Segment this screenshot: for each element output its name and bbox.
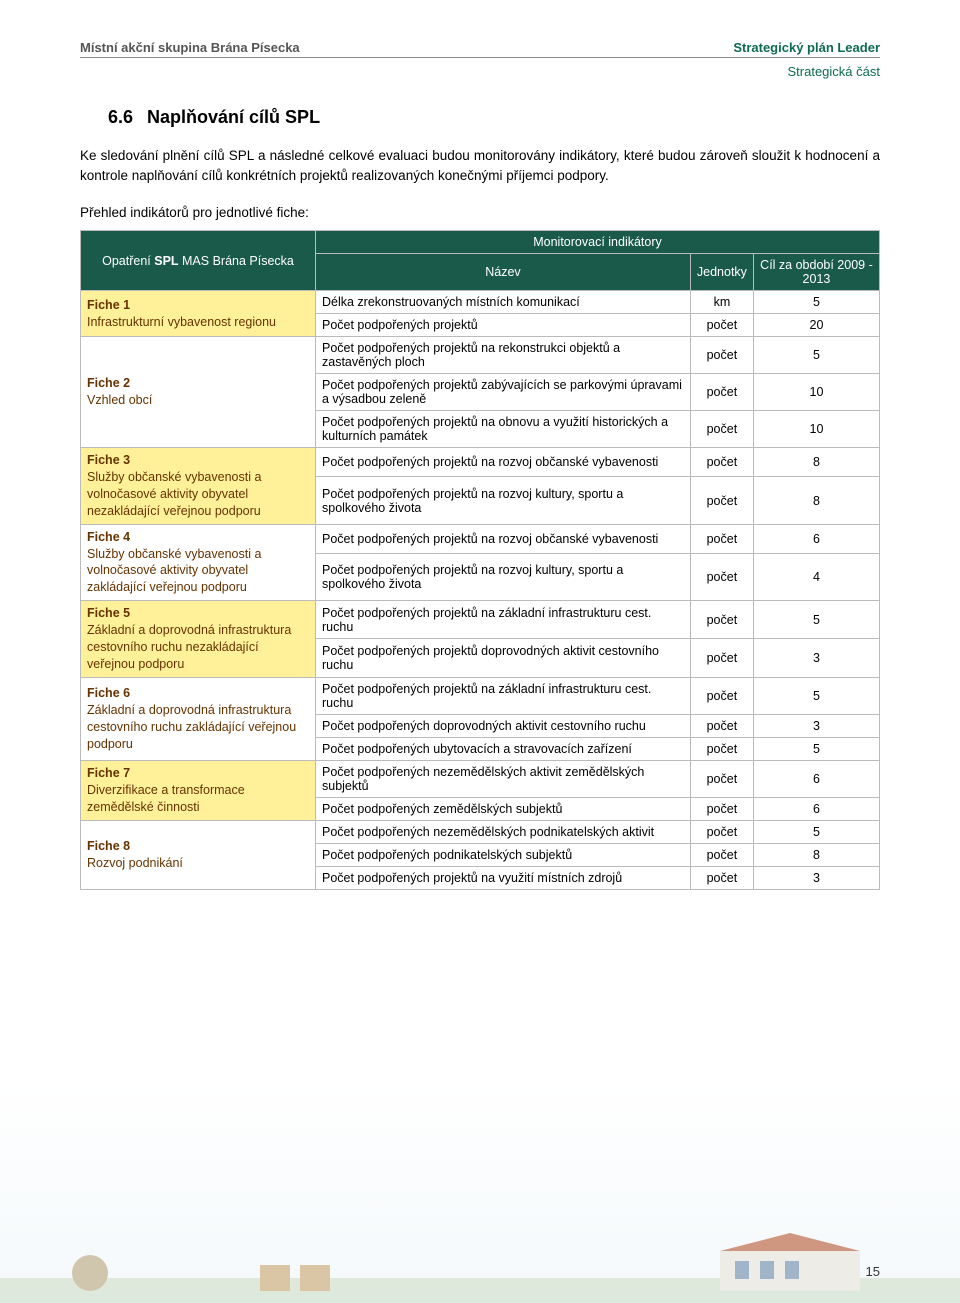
indicator-target: 8 <box>753 448 879 477</box>
indicator-target: 5 <box>753 337 879 374</box>
fiche-cell: Fiche 8Rozvoj podnikání <box>81 820 316 889</box>
table-row: Fiche 6Základní a doprovodná infrastrukt… <box>81 677 880 714</box>
indicator-name: Počet podpořených projektů na obnovu a v… <box>316 411 691 448</box>
indicator-name: Délka zrekonstruovaných místních komunik… <box>316 291 691 314</box>
table-row: Fiche 5Základní a doprovodná infrastrukt… <box>81 601 880 639</box>
indicator-unit: počet <box>690 677 753 714</box>
indicator-name: Počet podpořených projektů na rekonstruk… <box>316 337 691 374</box>
indicator-unit: počet <box>690 314 753 337</box>
indicator-unit: počet <box>690 601 753 639</box>
indicator-target: 5 <box>753 291 879 314</box>
col-header-group: Monitorovací indikátory <box>316 231 880 254</box>
indicator-name: Počet podpořených projektů na rozvoj kul… <box>316 477 691 524</box>
indicator-target: 8 <box>753 477 879 524</box>
doc-header-left: Místní akční skupina Brána Písecka <box>80 40 300 55</box>
indicator-unit: počet <box>690 337 753 374</box>
fiche-cell: Fiche 5Základní a doprovodná infrastrukt… <box>81 601 316 678</box>
indicator-name: Počet podpořených ubytovacích a stravova… <box>316 737 691 760</box>
indicator-unit: počet <box>690 477 753 524</box>
indicator-name: Počet podpořených doprovodných aktivit c… <box>316 714 691 737</box>
paragraph-intro: Ke sledování plnění cílů SPL a následné … <box>80 146 880 185</box>
indicator-unit: počet <box>690 639 753 677</box>
table-row: Fiche 1Infrastrukturní vybavenost region… <box>81 291 880 314</box>
indicators-table: Opatření SPL MAS Brána Písecka Monitorov… <box>80 230 880 890</box>
indicator-target: 6 <box>753 797 879 820</box>
indicator-name: Počet podpořených projektů na základní i… <box>316 601 691 639</box>
page-number: 15 <box>866 1264 880 1279</box>
fiche-cell: Fiche 2Vzhled obcí <box>81 337 316 448</box>
indicator-name: Počet podpořených projektů na rozvoj obč… <box>316 448 691 477</box>
indicator-unit: počet <box>690 797 753 820</box>
indicator-name: Počet podpořených projektů na rozvoj kul… <box>316 553 691 600</box>
indicator-target: 20 <box>753 314 879 337</box>
indicator-unit: počet <box>690 411 753 448</box>
indicator-target: 10 <box>753 374 879 411</box>
indicator-name: Počet podpořených nezemědělských podnika… <box>316 820 691 843</box>
indicator-unit: km <box>690 291 753 314</box>
indicator-unit: počet <box>690 820 753 843</box>
footer-illustration <box>0 1223 960 1303</box>
table-row: Fiche 4Služby občanské vybavenosti a vol… <box>81 524 880 553</box>
indicator-target: 6 <box>753 760 879 797</box>
table-intro: Přehled indikátorů pro jednotlivé fiche: <box>80 205 880 220</box>
fiche-cell: Fiche 6Základní a doprovodná infrastrukt… <box>81 677 316 760</box>
section-title: Naplňování cílů SPL <box>147 107 320 127</box>
table-row: Fiche 2Vzhled obcíPočet podpořených proj… <box>81 337 880 374</box>
indicator-name: Počet podpořených projektů <box>316 314 691 337</box>
indicator-target: 5 <box>753 820 879 843</box>
table-row: Fiche 7Diverzifikace a transformace země… <box>81 760 880 797</box>
indicator-unit: počet <box>690 524 753 553</box>
indicator-target: 4 <box>753 553 879 600</box>
indicator-unit: počet <box>690 714 753 737</box>
header-rule <box>80 57 880 58</box>
col-header-opatreni: Opatření SPL MAS Brána Písecka <box>81 231 316 291</box>
section-number: 6.6 <box>108 107 133 127</box>
indicator-target: 3 <box>753 714 879 737</box>
indicator-name: Počet podpořených projektů na základní i… <box>316 677 691 714</box>
indicator-target: 5 <box>753 737 879 760</box>
indicator-name: Počet podpořených projektů zabývajících … <box>316 374 691 411</box>
fiche-cell: Fiche 1Infrastrukturní vybavenost region… <box>81 291 316 337</box>
indicator-name: Počet podpořených podnikatelských subjek… <box>316 843 691 866</box>
indicator-unit: počet <box>690 866 753 889</box>
indicator-unit: počet <box>690 760 753 797</box>
indicator-target: 3 <box>753 639 879 677</box>
indicator-unit: počet <box>690 374 753 411</box>
indicator-target: 5 <box>753 601 879 639</box>
indicator-target: 3 <box>753 866 879 889</box>
fiche-cell: Fiche 4Služby občanské vybavenosti a vol… <box>81 524 316 601</box>
table-row: Fiche 8Rozvoj podnikáníPočet podpořených… <box>81 820 880 843</box>
doc-header-right: Strategický plán Leader <box>733 40 880 55</box>
table-row: Fiche 3Služby občanské vybavenosti a vol… <box>81 448 880 477</box>
indicator-target: 5 <box>753 677 879 714</box>
indicator-name: Počet podpořených projektů na rozvoj obč… <box>316 524 691 553</box>
indicator-name: Počet podpořených zemědělských subjektů <box>316 797 691 820</box>
indicator-target: 8 <box>753 843 879 866</box>
indicator-unit: počet <box>690 553 753 600</box>
indicator-unit: počet <box>690 737 753 760</box>
col-header-cil: Cíl za období 2009 - 2013 <box>753 254 879 291</box>
fiche-cell: Fiche 3Služby občanské vybavenosti a vol… <box>81 448 316 525</box>
indicator-name: Počet podpořených projektů doprovodných … <box>316 639 691 677</box>
indicator-target: 6 <box>753 524 879 553</box>
indicator-unit: počet <box>690 843 753 866</box>
indicator-unit: počet <box>690 448 753 477</box>
section-heading: 6.6 Naplňování cílů SPL <box>108 107 880 128</box>
fiche-cell: Fiche 7Diverzifikace a transformace země… <box>81 760 316 820</box>
indicator-name: Počet podpořených nezemědělských aktivit… <box>316 760 691 797</box>
indicator-target: 10 <box>753 411 879 448</box>
col-header-jednotky: Jednotky <box>690 254 753 291</box>
doc-subheader: Strategická část <box>80 64 880 79</box>
indicator-name: Počet podpořených projektů na využití mí… <box>316 866 691 889</box>
col-header-nazev: Název <box>316 254 691 291</box>
